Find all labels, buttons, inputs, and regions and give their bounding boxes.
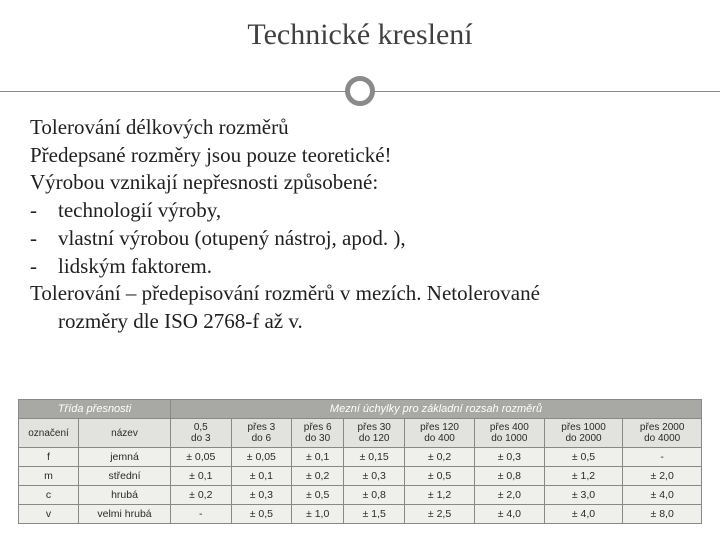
val-cell: ± 0,8 (344, 486, 405, 505)
val-cell: - (171, 505, 232, 524)
range-cell: 0,5do 3 (171, 419, 232, 448)
subhead-code: označení (19, 419, 79, 448)
val-cell: ± 0,1 (292, 448, 344, 467)
val-cell: ± 0,2 (405, 448, 475, 467)
table-row: f jemná ± 0,05 ± 0,05 ± 0,1 ± 0,15 ± 0,2… (19, 448, 702, 467)
bullet-item: - vlastní výrobou (otupený nástroj, apod… (30, 225, 690, 253)
bullet-item: - technologií výroby, (30, 197, 690, 225)
name-cell: střední (79, 467, 171, 486)
range-cell: přes 400do 1000 (474, 419, 544, 448)
val-cell: ± 8,0 (623, 505, 702, 524)
bullet-text: technologií výroby, (58, 197, 221, 225)
val-cell: ± 1,0 (292, 505, 344, 524)
val-cell: ± 0,5 (544, 448, 623, 467)
val-cell: ± 0,5 (231, 505, 292, 524)
val-cell: ± 2,5 (405, 505, 475, 524)
text-line: Tolerování délkových rozměrů (30, 114, 690, 142)
tolerance-table-wrap: Třída přesnosti Mezní úchylky pro základ… (18, 399, 702, 524)
page-title: Technické kreslení (30, 18, 690, 60)
val-cell: ± 0,05 (171, 448, 232, 467)
range-cell: přes 2000do 4000 (623, 419, 702, 448)
divider-circle-icon (345, 76, 375, 106)
val-cell: ± 4,0 (623, 486, 702, 505)
range-cell: přes 120do 400 (405, 419, 475, 448)
val-cell: - (623, 448, 702, 467)
code-cell: m (19, 467, 79, 486)
table-row: c hrubá ± 0,2 ± 0,3 ± 0,5 ± 0,8 ± 1,2 ± … (19, 486, 702, 505)
dash-icon: - (30, 197, 58, 225)
table-head: Třída přesnosti Mezní úchylky pro základ… (19, 400, 702, 419)
table-row: m střední ± 0,1 ± 0,1 ± 0,2 ± 0,3 ± 0,5 … (19, 467, 702, 486)
name-cell: jemná (79, 448, 171, 467)
text-line: Tolerování – předepisování rozměrů v mez… (30, 280, 690, 308)
val-cell: ± 0,8 (474, 467, 544, 486)
bullet-text: lidským faktorem. (58, 253, 212, 281)
val-cell: ± 0,5 (405, 467, 475, 486)
name-cell: velmi hrubá (79, 505, 171, 524)
header-class: Třída přesnosti (19, 400, 171, 419)
val-cell: ± 3,0 (544, 486, 623, 505)
table-body: označení název 0,5do 3 přes 3do 6 přes 6… (19, 419, 702, 524)
divider (0, 74, 720, 108)
val-cell: ± 0,2 (292, 467, 344, 486)
text-line: Předepsané rozměry jsou pouze teoretické… (30, 142, 690, 170)
dash-icon: - (30, 225, 58, 253)
subhead-name: název (79, 419, 171, 448)
val-cell: ± 0,3 (474, 448, 544, 467)
val-cell: ± 0,05 (231, 448, 292, 467)
table-row: v velmi hrubá - ± 0,5 ± 1,0 ± 1,5 ± 2,5 … (19, 505, 702, 524)
val-cell: ± 1,2 (544, 467, 623, 486)
val-cell: ± 0,2 (171, 486, 232, 505)
bullet-text: vlastní výrobou (otupený nástroj, apod. … (58, 225, 406, 253)
slide: Technické kreslení Tolerování délkových … (0, 0, 720, 540)
table-row: označení název 0,5do 3 přes 3do 6 přes 6… (19, 419, 702, 448)
range-cell: přes 6do 30 (292, 419, 344, 448)
val-cell: ± 0,3 (344, 467, 405, 486)
code-cell: f (19, 448, 79, 467)
title-area: Technické kreslení (30, 18, 690, 60)
val-cell: ± 1,2 (405, 486, 475, 505)
text-line: rozměry dle ISO 2768-f až v. (30, 308, 690, 336)
code-cell: v (19, 505, 79, 524)
val-cell: ± 2,0 (623, 467, 702, 486)
val-cell: ± 0,1 (171, 467, 232, 486)
code-cell: c (19, 486, 79, 505)
header-deviations: Mezní úchylky pro základní rozsah rozměr… (171, 400, 702, 419)
range-cell: přes 30do 120 (344, 419, 405, 448)
val-cell: ± 0,5 (292, 486, 344, 505)
val-cell: ± 0,3 (231, 486, 292, 505)
val-cell: ± 4,0 (474, 505, 544, 524)
body-text: Tolerování délkových rozměrů Předepsané … (30, 114, 690, 336)
bullet-item: - lidským faktorem. (30, 253, 690, 281)
val-cell: ± 4,0 (544, 505, 623, 524)
val-cell: ± 2,0 (474, 486, 544, 505)
range-cell: přes 1000do 2000 (544, 419, 623, 448)
tolerance-table: Třída přesnosti Mezní úchylky pro základ… (18, 399, 702, 524)
val-cell: ± 1,5 (344, 505, 405, 524)
dash-icon: - (30, 253, 58, 281)
text-line: Výrobou vznikají nepřesnosti způsobené: (30, 169, 690, 197)
table-row: Třída přesnosti Mezní úchylky pro základ… (19, 400, 702, 419)
range-cell: přes 3do 6 (231, 419, 292, 448)
name-cell: hrubá (79, 486, 171, 505)
val-cell: ± 0,1 (231, 467, 292, 486)
val-cell: ± 0,15 (344, 448, 405, 467)
